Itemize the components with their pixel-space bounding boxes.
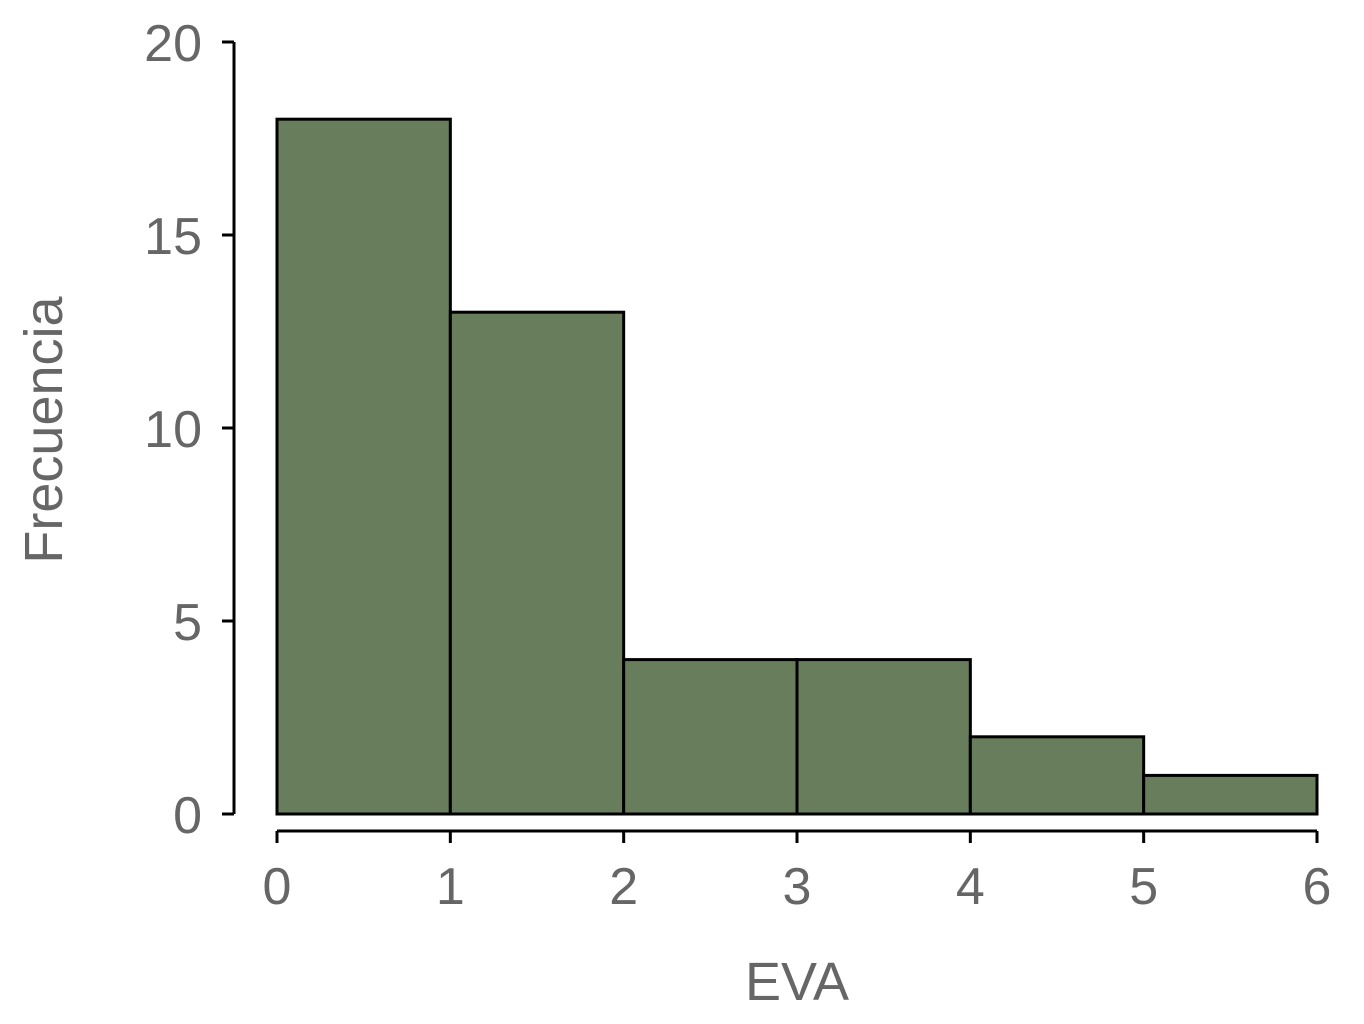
histogram-bar-0 [275,117,452,816]
x-axis: 0 1 2 3 4 5 6 [263,829,1332,916]
y-axis-title: Frecuencia [14,295,74,563]
histogram-bar-5 [1142,773,1319,816]
histogram-bar-4 [968,735,1146,816]
y-tick-label: 10 [144,401,202,459]
bars-layer [275,117,1319,816]
histogram-bar-3 [795,658,972,816]
histogram-bar-1 [448,310,626,816]
x-tick-label: 3 [783,858,812,916]
x-axis-title: EVA [745,952,849,1012]
x-tick-label: 4 [956,858,985,916]
y-axis: 0 5 10 15 20 [144,15,236,845]
y-tick-label: 15 [144,208,202,266]
x-tick-label: 1 [436,858,465,916]
y-tick-label: 20 [144,15,202,73]
x-tick-label: 2 [609,858,638,916]
x-tick-label: 6 [1303,858,1332,916]
x-tick-label: 5 [1129,858,1158,916]
histogram-bar-2 [622,658,799,816]
y-tick-label: 0 [173,787,202,845]
y-tick-label: 5 [173,594,202,652]
x-tick-label: 0 [263,858,292,916]
